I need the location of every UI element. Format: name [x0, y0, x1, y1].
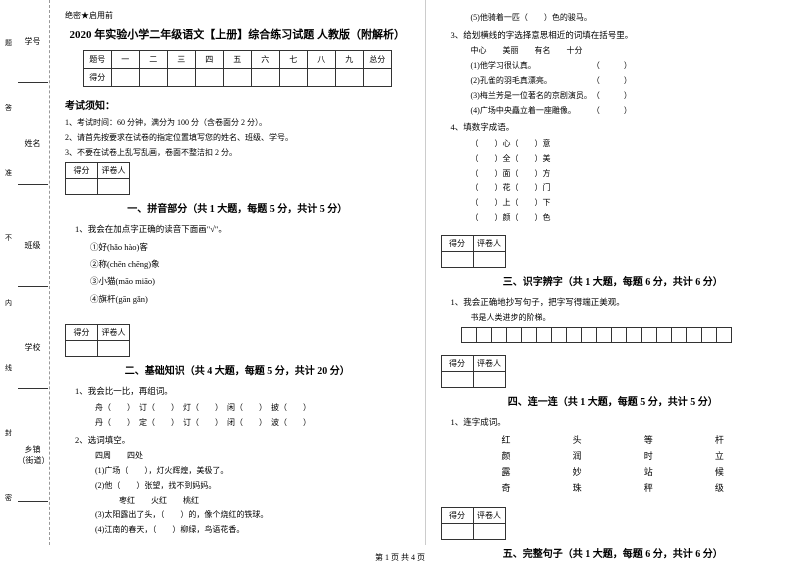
- pinyin-item: ④旗杆(gān gǎn): [90, 292, 410, 306]
- binding-field: 乡镇（街道）: [18, 444, 48, 504]
- vert-char: 封: [5, 428, 12, 438]
- right-column: (5)他骑着一匹（ ）色的骏马。 3、给划横线的字选择意思相近的词填在括号里。 …: [426, 0, 800, 545]
- fill-item: (4)广场中央矗立着一座雕像。 （ ）: [471, 105, 786, 118]
- section-3-title: 三、识字辨字（共 1 大题，每题 6 分，共计 6 分）: [441, 273, 786, 288]
- vert-char: 题: [5, 38, 12, 48]
- fill-item: (1)他学习很认真。 （ ）: [471, 60, 786, 73]
- vert-char: 内: [5, 298, 12, 308]
- section-score-table: 得分评卷人: [441, 235, 506, 268]
- section-score-table: 得分评卷人: [441, 507, 506, 540]
- connect-row: 红头等杆: [471, 433, 756, 446]
- pinyin-item: ①好(hǎo hào)客: [90, 240, 410, 254]
- q-text: 3、给划横线的字选择意思相近的词填在括号里。: [451, 29, 786, 43]
- pinyin-item: ②称(chēn chēng)象: [90, 257, 410, 271]
- q-text: 1、我会正确地抄写句子，把字写得端正美观。: [451, 296, 786, 310]
- binding-field: 班级: [18, 240, 48, 289]
- connect-row: 奇珠秤级: [471, 481, 756, 494]
- pinyin-item: ③小猫(māo miāo): [90, 274, 410, 288]
- notice-item: 3、不要在试卷上乱写乱画，卷面不整洁扣 2 分。: [65, 147, 410, 159]
- copy-text: 书是人类进步的阶梯。: [471, 312, 786, 325]
- fill-item: (4)江南的春天，（ ）柳绿，鸟语花香。: [95, 524, 410, 537]
- binding-field: 学号: [18, 36, 48, 85]
- exam-title: 2020 年实验小学二年级语文【上册】综合练习试题 人教版（附解析）: [65, 26, 410, 42]
- fill-item: (5)他骑着一匹（ ）色的骏马。: [471, 12, 786, 25]
- binding-margin: 题 答 准 不 内 线 封 密 学号 姓名 班级 学校 乡镇（街道）: [0, 0, 50, 545]
- fill-item: (3)梅兰芳是一位著名的京剧演员。 （ ）: [471, 90, 786, 103]
- idiom-item: （ ）心（ ）意: [471, 138, 786, 151]
- page-footer: 第 1 页 共 4 页: [0, 552, 800, 563]
- score-table: 题号一二三四五六七八九总分 得分: [83, 50, 392, 87]
- notice-item: 2、请首先按要求在试卷的指定位置填写您的姓名、班级、学号。: [65, 132, 410, 144]
- binding-field: 学校: [18, 342, 48, 391]
- vert-char: 线: [5, 363, 12, 373]
- section-4-title: 四、连一连（共 1 大题，每题 5 分，共计 5 分）: [441, 393, 786, 408]
- notice-title: 考试须知：: [65, 97, 410, 112]
- connect-row: 露妙站候: [471, 465, 756, 478]
- fill-item: (2)他（ ）张望，找不到妈妈。: [95, 480, 410, 493]
- q-text: 2、选词填空。: [75, 434, 410, 448]
- vert-char: 准: [5, 168, 12, 178]
- q-text: 1、连字成词。: [451, 416, 786, 430]
- section-score-table: 得分评卷人: [65, 324, 130, 357]
- word-options: 中心 美丽 有名 十分: [471, 45, 786, 58]
- vert-char: 密: [5, 493, 12, 503]
- word-row: 丹（ ） 定（ ） 订（ ） 闭（ ） 波（ ）: [95, 417, 410, 430]
- left-column: 绝密★启用前 2020 年实验小学二年级语文【上册】综合练习试题 人教版（附解析…: [50, 0, 426, 545]
- vert-char: 答: [5, 103, 12, 113]
- fill-item: (2)孔雀的羽毛真漂亮。 （ ）: [471, 75, 786, 88]
- vert-char: 不: [5, 233, 12, 243]
- binding-field: 姓名: [18, 138, 48, 187]
- q1-text: 1、我会在加点字正确的读音下面画"√"。: [75, 223, 410, 237]
- connect-row: 颜润时立: [471, 449, 756, 462]
- idiom-item: （ ）花（ ）门: [471, 182, 786, 195]
- word-row: 舟（ ） 订（ ） 灯（ ） 闲（ ） 披（ ）: [95, 402, 410, 415]
- secret-label: 绝密★启用前: [65, 10, 410, 21]
- q-text: 4、填数字成语。: [451, 121, 786, 135]
- q-text: 1、我会比一比，再组词。: [75, 385, 410, 399]
- idiom-item: （ ）面（ ）方: [471, 168, 786, 181]
- section-score-table: 得分评卷人: [441, 355, 506, 388]
- notice-item: 1、考试时间：60 分钟，满分为 100 分（含卷面分 2 分）。: [65, 117, 410, 129]
- idiom-item: （ ）上（ ）下: [471, 197, 786, 210]
- idiom-item: （ ）颜（ ）色: [471, 212, 786, 225]
- fill-item: 枣红 火红 桃红: [95, 495, 410, 508]
- section-1-title: 一、拼音部分（共 1 大题，每题 5 分，共计 5 分）: [65, 200, 410, 215]
- idiom-item: （ ）全（ ）美: [471, 153, 786, 166]
- fill-item: (3)太阳露出了头，（ ）的，像个烧红的铁球。: [95, 509, 410, 522]
- section-2-title: 二、基础知识（共 4 大题，每题 5 分，共计 20 分）: [65, 362, 410, 377]
- fill-item: (1)广场（ ），灯火辉煌，美极了。: [95, 465, 410, 478]
- writing-grid: [461, 327, 786, 343]
- word-options: 四周 四处: [95, 450, 410, 463]
- section-score-table: 得分评卷人: [65, 162, 130, 195]
